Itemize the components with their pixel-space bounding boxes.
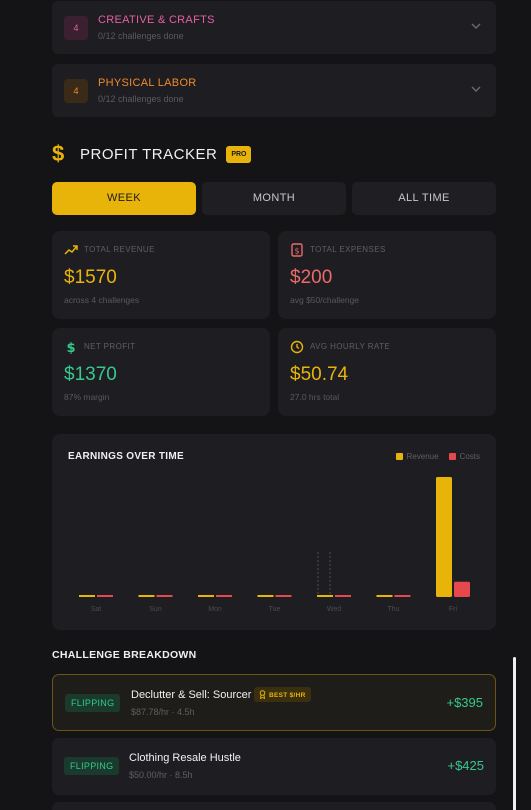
bar-costs-fri bbox=[454, 581, 470, 597]
scrollbar[interactable] bbox=[513, 657, 516, 810]
stat-subtext: 87% margin bbox=[64, 392, 110, 402]
x-tick-label: Thu bbox=[387, 606, 399, 613]
chevron-down-icon[interactable] bbox=[470, 20, 482, 32]
bar-costs-thu bbox=[394, 595, 411, 597]
earnings-chart-card: EARNINGS OVER TIME Revenue Costs Sat Sun M… bbox=[52, 434, 496, 630]
stat-avg-hourly: AVG HOURLY RATE $50.74 27.0 hrs total bbox=[278, 328, 496, 416]
chart-title: EARNINGS OVER TIME bbox=[68, 451, 184, 462]
x-tick-label: Tue bbox=[269, 606, 281, 613]
stat-value: $200 bbox=[290, 267, 333, 288]
stat-total-expenses: $ TOTAL EXPENSES $200 avg $50/challenge bbox=[278, 231, 496, 319]
legend-item-revenue: Revenue bbox=[395, 452, 439, 461]
bar-revenue-sat bbox=[79, 595, 95, 597]
stat-subtext: across 4 challenges bbox=[64, 295, 140, 305]
category-tag: FLIPPING bbox=[64, 757, 120, 775]
chart-legend: Revenue Costs bbox=[395, 452, 480, 461]
earnings-bar-chart: Sat Sun Mon Tue Wed Thu Fri bbox=[79, 477, 470, 613]
stat-label: TOTAL EXPENSES bbox=[310, 245, 386, 254]
dollar-icon: $ bbox=[66, 341, 75, 354]
award-icon bbox=[259, 690, 266, 700]
profit-tracker-header: $ PROFIT TRACKER PRO bbox=[52, 141, 252, 166]
category-title: PHYSICAL LABOR bbox=[98, 77, 197, 89]
legend-item-costs: Costs bbox=[448, 452, 480, 461]
stat-net-profit: $ NET PROFIT $1370 87% margin bbox=[52, 328, 270, 416]
challenge-row-partial[interactable] bbox=[52, 802, 496, 810]
category-progress: 0/12 challenges done bbox=[98, 94, 184, 104]
category-count-badge: 4 bbox=[64, 16, 88, 40]
category-card-physical[interactable]: 4 PHYSICAL LABOR 0/12 challenges done bbox=[52, 64, 496, 117]
pro-badge: PRO bbox=[226, 145, 252, 163]
challenge-name: Declutter & Sell: Sourcer bbox=[131, 689, 252, 701]
category-progress: 0/12 challenges done bbox=[98, 31, 184, 41]
x-tick-label: Sat bbox=[91, 606, 102, 613]
x-tick-label: Mon bbox=[208, 606, 222, 613]
trending-up-icon bbox=[64, 245, 78, 255]
challenge-profit: +$395 bbox=[446, 695, 483, 710]
challenge-profit: +$425 bbox=[447, 758, 484, 773]
tab-all-time[interactable]: ALL TIME bbox=[352, 182, 496, 215]
challenge-row[interactable]: FLIPPING Clothing Resale Hustle $50.00/h… bbox=[52, 738, 496, 795]
stat-value: $50.74 bbox=[290, 364, 349, 385]
x-tick-label: Fri bbox=[449, 606, 458, 613]
category-title: CREATIVE & CRAFTS bbox=[98, 14, 215, 26]
stat-value: $1370 bbox=[64, 364, 117, 385]
stat-total-revenue: TOTAL REVENUE $1570 across 4 challenges bbox=[52, 231, 270, 319]
dollar-icon: $ bbox=[52, 141, 65, 166]
stat-value: $1570 bbox=[64, 267, 117, 288]
breakdown-title: CHALLENGE BREAKDOWN bbox=[52, 649, 197, 661]
best-rate-label: BEST $/HR bbox=[269, 692, 306, 699]
stat-label: TOTAL REVENUE bbox=[84, 245, 155, 254]
stat-label: NET PROFIT bbox=[84, 342, 136, 351]
bar-costs-wed bbox=[335, 595, 351, 597]
x-tick-label: Sun bbox=[149, 606, 162, 613]
legend-label: Costs bbox=[459, 452, 480, 461]
stat-label: AVG HOURLY RATE bbox=[310, 342, 391, 351]
stat-subtext: avg $50/challenge bbox=[290, 295, 360, 305]
bar-revenue-mon bbox=[198, 595, 214, 597]
challenge-row[interactable]: FLIPPING Declutter & Sell: Sourcer BEST … bbox=[52, 674, 496, 731]
section-title: PROFIT TRACKER bbox=[80, 145, 218, 163]
bar-revenue-fri bbox=[436, 477, 452, 597]
bar-costs-sat bbox=[97, 595, 113, 597]
category-count-badge: 4 bbox=[64, 79, 88, 103]
tab-month[interactable]: MONTH bbox=[202, 182, 346, 215]
bar-costs-sun bbox=[156, 595, 173, 597]
bar-revenue-wed bbox=[317, 595, 333, 597]
tab-week[interactable]: WEEK bbox=[52, 182, 196, 215]
category-card-creative[interactable]: 4 CREATIVE & CRAFTS 0/12 challenges done bbox=[52, 1, 496, 54]
challenge-meta: $50.00/hr · 8.5h bbox=[129, 770, 193, 780]
challenge-name: Clothing Resale Hustle bbox=[129, 752, 241, 764]
stat-subtext: 27.0 hrs total bbox=[290, 392, 340, 402]
bar-revenue-tue bbox=[257, 595, 274, 597]
bar-revenue-sun bbox=[138, 595, 155, 597]
bar-costs-tue bbox=[275, 595, 292, 597]
category-tag: FLIPPING bbox=[65, 694, 121, 712]
best-rate-badge: BEST $/HR bbox=[254, 687, 311, 702]
legend-label: Revenue bbox=[406, 452, 439, 461]
challenge-meta: $87.78/hr · 4.5h bbox=[131, 707, 195, 717]
chevron-down-icon[interactable] bbox=[470, 83, 482, 95]
svg-text:$: $ bbox=[66, 341, 75, 354]
receipt-icon: $ bbox=[291, 243, 303, 257]
bar-revenue-thu bbox=[376, 595, 393, 597]
bar-costs-mon bbox=[216, 595, 232, 597]
svg-text:$: $ bbox=[294, 247, 299, 256]
clock-icon bbox=[290, 340, 304, 354]
x-tick-label: Wed bbox=[327, 606, 341, 613]
